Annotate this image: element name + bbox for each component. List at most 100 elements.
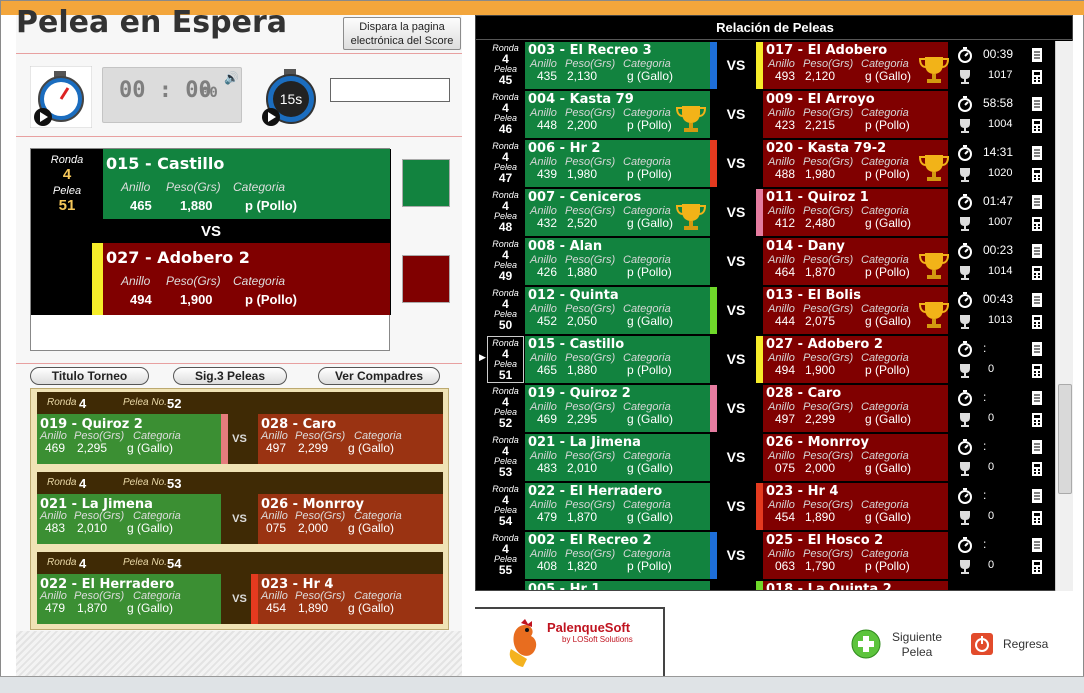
fight-row[interactable]: Ronda 4 Pelea 50 012 - Quinta Anillo Peso(Grs)… (476, 286, 1054, 335)
anillo-label: Anillo (530, 205, 557, 217)
peso-label: Peso(Grs) (565, 156, 616, 168)
green-rooster: 022 - El Herradero Anillo Peso(Grs) Categor… (525, 483, 710, 530)
ronda-value: 4 (502, 347, 509, 361)
categoria-label: Categoria (623, 58, 671, 70)
speaker-icon[interactable]: 🔊 (224, 71, 239, 85)
categoria-label: Categoria (133, 430, 181, 442)
anillo-value: 452 (537, 314, 558, 328)
sig3-peleas-button[interactable]: Sig.3 Peleas (173, 367, 287, 385)
vs-label: VS (726, 57, 746, 73)
calculator-icon[interactable] (1029, 461, 1045, 477)
vs-label: VS (726, 449, 746, 465)
calculator-icon[interactable] (1029, 216, 1045, 232)
rooster-name: 023 - Hr 4 (261, 577, 334, 592)
pelea-value: 55 (498, 563, 513, 577)
categoria-value: g (Gallo) (127, 521, 174, 535)
scrollbar-thumb[interactable] (1058, 384, 1072, 494)
fight-stats: 01:47 1007 (951, 189, 1051, 236)
vs-label: VS (726, 351, 746, 367)
fight-code: 1013 (988, 314, 1013, 326)
siguiente-pelea-button[interactable]: Siguiente Pelea (891, 630, 943, 660)
categoria-value: g (Gallo) (127, 601, 174, 615)
calculator-icon[interactable] (1029, 412, 1045, 428)
document-icon[interactable] (1029, 243, 1045, 259)
fight-stats: :0 (951, 336, 1051, 383)
document-icon[interactable] (1029, 292, 1045, 308)
fight-row[interactable]: Ronda 4 Pelea 49 008 - Alan Anillo Peso(Grs) Ca… (476, 237, 1054, 286)
anillo-label: Anillo (768, 352, 795, 364)
document-icon[interactable] (1029, 488, 1045, 504)
fight-row[interactable]: Ronda 4 Pelea 47 006 - Hr 2 Anillo Peso(Grs) Ca… (476, 139, 1054, 188)
document-icon[interactable] (1029, 341, 1045, 357)
page-title: Pelea en Espera (16, 5, 288, 40)
peso-label: Peso(Grs) (565, 303, 616, 315)
calculator-icon[interactable] (1029, 314, 1045, 330)
document-icon[interactable] (1029, 537, 1045, 553)
stopwatch-icon (957, 96, 973, 112)
peso-value: 2,520 (567, 216, 598, 230)
categoria-value: g (Gallo) (627, 216, 674, 230)
fight-row[interactable]: 005 - Hr 1 018 - La Quinta 2 VS (476, 580, 1054, 590)
green-rooster: 019 - Quiroz 2 Anillo Peso(Grs) Categoria 46… (525, 385, 710, 432)
peso-label: Peso(Grs) (803, 499, 854, 511)
calculator-icon[interactable] (1029, 69, 1045, 85)
regresa-button[interactable]: Regresa (1003, 637, 1049, 651)
fight-row[interactable]: ▶ Ronda 4 Pelea 51 015 - Castillo Anillo Peso(G… (476, 335, 1054, 384)
calculator-icon[interactable] (1029, 118, 1045, 134)
fight-row[interactable]: Ronda 4 Pelea 54 022 - El Herradero Anillo Pes… (476, 482, 1054, 531)
categoria-value: p (Pollo) (627, 265, 672, 279)
document-icon[interactable] (1029, 390, 1045, 406)
fight-row[interactable]: Ronda 4 Pelea 48 007 - Ceniceros Anillo Peso(G… (476, 188, 1054, 237)
rooster-name: 028 - Caro (766, 386, 842, 401)
pelea-value: 51 (58, 197, 76, 214)
calculator-icon[interactable] (1029, 363, 1045, 379)
vs-label: VS (726, 253, 746, 269)
peso-label: Peso(Grs) (74, 590, 125, 602)
ronda-label: Ronda (50, 154, 84, 166)
calculator-icon[interactable] (1029, 559, 1045, 575)
ver-compadres-button[interactable]: Ver Compadres (318, 367, 440, 385)
stopwatch-icon (957, 47, 973, 63)
fight-row[interactable]: Ronda 4 Pelea 46 004 - Kasta 79 Anillo Peso(Gr… (476, 90, 1054, 139)
anillo-value: 469 (45, 441, 66, 455)
power-icon[interactable] (971, 633, 993, 655)
document-icon[interactable] (1029, 439, 1045, 455)
categoria-label: Categoria (623, 499, 671, 511)
green-rooster: 008 - Alan Anillo Peso(Grs) Categoria 426 1,8… (525, 238, 710, 285)
categoria-label: Categoria (354, 590, 402, 602)
anillo-value: 483 (45, 521, 66, 535)
ronda-value: 4 (502, 248, 509, 262)
calculator-icon[interactable] (1029, 510, 1045, 526)
fight-stats: 14:31 1020 (951, 140, 1051, 187)
red-rooster: 023 - Hr 4 Anillo Peso(Grs) Categoria 454 1,8… (258, 574, 443, 624)
countdown-15s-icon[interactable]: 15s (260, 66, 322, 128)
fight-row[interactable]: Ronda 4 Pelea 45 003 - El Recreo 3 Anillo Peso… (476, 41, 1054, 90)
titulo-torneo-button[interactable]: Titulo Torneo (30, 367, 149, 385)
siguiente-pelea-icon[interactable] (851, 629, 881, 659)
fight-row[interactable]: Ronda 4 Pelea 52 019 - Quiroz 2 Anillo Peso(Gr… (476, 384, 1054, 433)
score-page-button[interactable]: Dispara la pagina electrónica del Score (343, 17, 461, 50)
rooster-name: 002 - El Recreo 2 (528, 533, 652, 548)
calculator-icon[interactable] (1029, 265, 1045, 281)
current-green-row: Ronda 4 Pelea 51 015 - Castillo Anillo P… (31, 149, 391, 221)
green-categoria: p (Pollo) (245, 198, 297, 213)
peso-value: 2,299 (805, 412, 836, 426)
calculator-icon[interactable] (1029, 167, 1045, 183)
fight-row[interactable]: Ronda 4 Pelea 53 021 - La Jimena Anillo Peso(G… (476, 433, 1054, 482)
fights-list-scrollbar[interactable] (1055, 41, 1073, 591)
fight-row[interactable]: Ronda 4 Pelea 55 002 - El Recreo 2 Anillo Peso… (476, 531, 1054, 580)
document-icon[interactable] (1029, 145, 1045, 161)
red-rooster: 014 - Dany Anillo Peso(Grs) Categoria 464 1,8… (763, 238, 950, 285)
text-field[interactable] (330, 78, 450, 102)
categoria-value: p (Pollo) (865, 167, 910, 181)
rooster-name: 026 - Monrroy (261, 497, 364, 512)
hatched-area (16, 631, 462, 677)
stopwatch-start-icon[interactable] (30, 66, 92, 128)
document-icon[interactable] (1029, 194, 1045, 210)
trophy-icon (918, 152, 950, 184)
document-icon[interactable] (1029, 47, 1045, 63)
peso-value: 2,295 (567, 412, 598, 426)
document-icon[interactable] (1029, 96, 1045, 112)
pelea-value: 45 (498, 73, 513, 87)
anillo-label: Anillo (768, 107, 795, 119)
